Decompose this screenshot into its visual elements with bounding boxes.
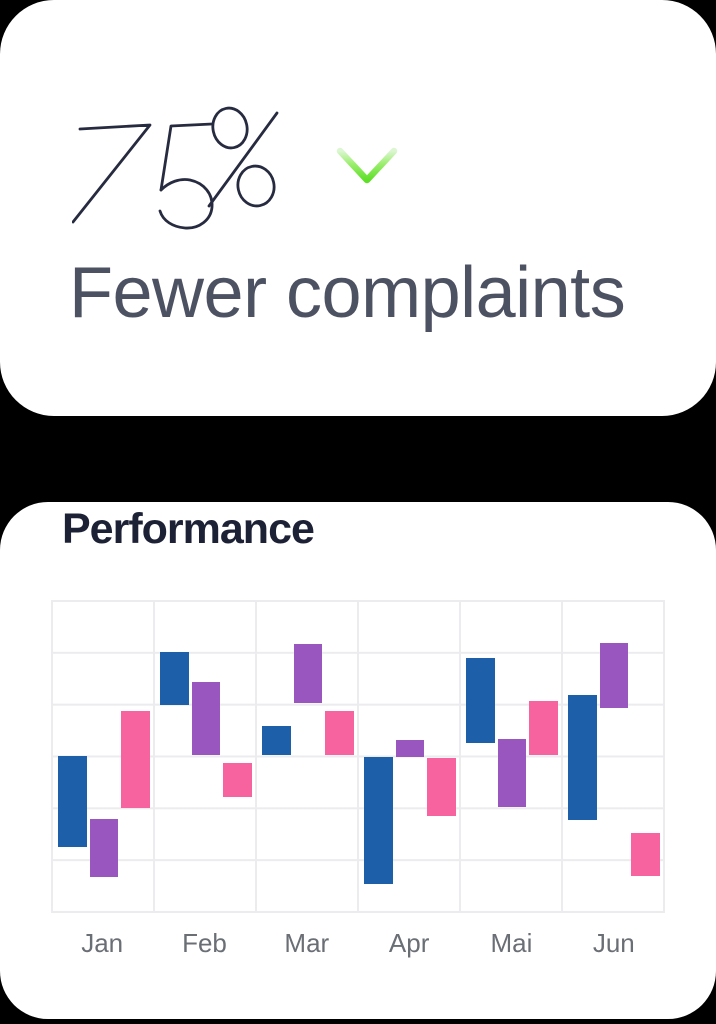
chart-bar: [325, 710, 354, 755]
chart-bar: [223, 762, 252, 798]
x-axis-tick-label: Mar: [284, 928, 330, 958]
x-axis-tick-label: Feb: [182, 928, 227, 958]
chart-bar: [293, 643, 322, 703]
chart-bar: [58, 756, 87, 848]
performance-card: Performance Jan Feb Mar Apr Mai Jun: [0, 502, 716, 1019]
chart-bar: [568, 694, 597, 820]
x-axis-tick-label: Apr: [388, 928, 430, 958]
stat-value-figure: 75%: [71, 98, 284, 232]
chart-bar: [395, 739, 424, 758]
chart-bar: [631, 833, 660, 876]
stat-value-glyphs: [71, 106, 279, 230]
chart-bar: [191, 682, 220, 756]
chart-bar: [160, 652, 189, 706]
chart-title: Performance: [62, 505, 315, 553]
chart-plot: [51, 600, 665, 913]
stat-label: Fewer complaints: [69, 253, 626, 333]
chart-bar: [262, 726, 291, 756]
stat-card: 75%: [0, 0, 716, 416]
chart-bar: [466, 658, 495, 744]
chart-x-axis: Jan Feb Mar Apr Mai Jun: [51, 926, 665, 960]
chart-bar: [364, 756, 393, 884]
chart-bar: [529, 701, 558, 756]
arrow-down-icon: [336, 96, 398, 190]
chart-bar: [497, 739, 526, 807]
chart-bar: [599, 643, 628, 708]
chart-bar: [427, 758, 456, 817]
x-axis-tick-label: Jan: [81, 928, 124, 958]
x-axis-tick-label: Mai: [490, 928, 533, 958]
chart-bar: [121, 710, 150, 808]
chart-bar: [89, 819, 118, 877]
x-axis-tick-label: Jun: [592, 928, 635, 958]
